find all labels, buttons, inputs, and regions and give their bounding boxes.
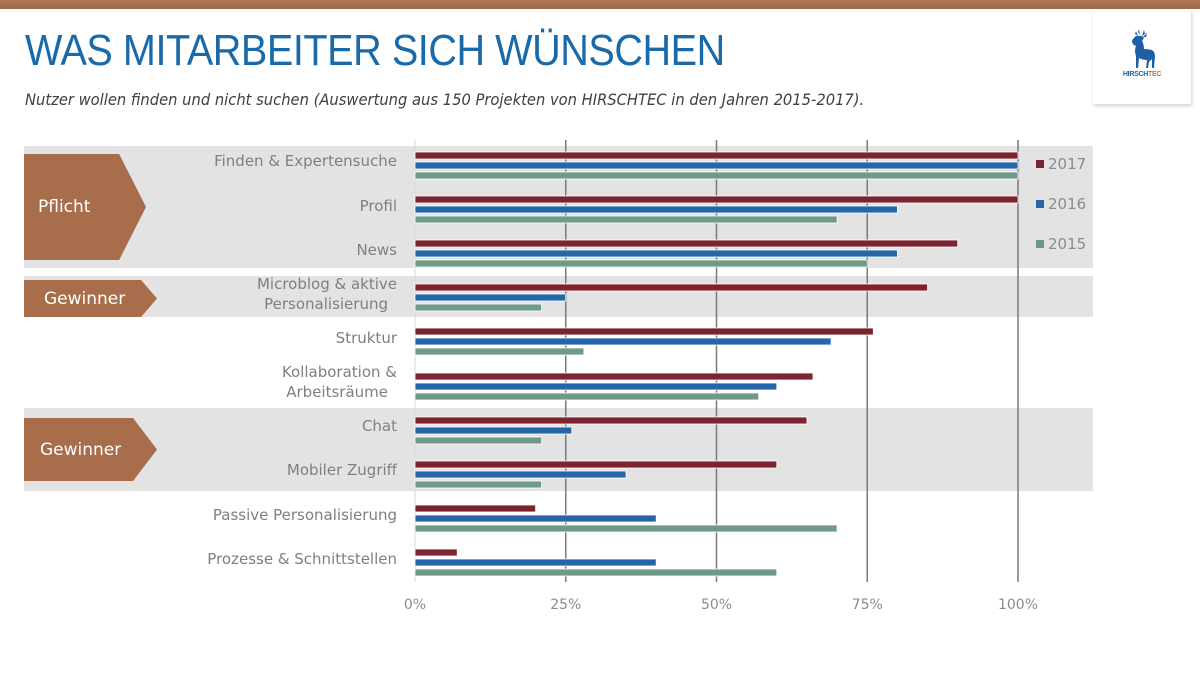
bar-2015 [414,303,543,312]
logo-wordmark: HIRSCHTEC [1093,71,1191,78]
legend-item-2015: 2015 [1036,235,1086,253]
bar-2016 [414,337,832,346]
logo-text-accent: TEC [1147,71,1162,78]
bar-2016 [414,426,573,435]
bar-2015 [414,524,838,533]
x-tick-label: 75% [852,597,883,613]
deer-icon [1132,29,1155,68]
bar-2017 [414,548,458,557]
legend-label: 2017 [1048,155,1087,173]
bar-2017 [414,504,536,513]
group-tag-label: Gewinner [40,439,122,460]
bar-2015 [414,171,1019,180]
category-label: Finden & Expertensuche [214,152,397,170]
bar-2017 [414,151,1019,160]
category-label: Profil [359,197,397,215]
bar-2016 [414,470,627,479]
x-tick-label: 100% [998,597,1038,613]
bar-2015 [414,480,543,489]
category-label-line: Microblog & aktive [256,275,397,293]
bar-2016 [414,514,657,523]
bar-2016 [414,293,567,302]
x-tick-label: 50% [701,597,732,613]
bar-2017 [414,416,808,425]
legend-label: 2016 [1048,195,1087,213]
category-label: Microblog & aktive Personalisierung [257,274,397,314]
bar-2017 [414,460,778,469]
bar-2016 [414,249,898,258]
group-tag-gewinner-2: Gewinner [24,418,157,481]
page-subtitle: Nutzer wollen finden und nicht suchen (A… [25,90,865,109]
x-tick-label: 0% [404,597,426,613]
legend-swatch [1036,240,1044,248]
legend-swatch [1036,200,1044,208]
bar-2016 [414,205,898,214]
category-label: News [356,241,397,259]
page-title: WAS MITARBEITER SICH WÜNSCHEN [25,26,725,75]
bar-2015 [414,347,585,356]
category-label: Kollaboration & Arbeitsräume [282,362,397,402]
legend-swatch [1036,160,1044,168]
category-label: Prozesse & Schnittstellen [207,550,397,568]
logo-text-main: HIRSCH [1122,71,1148,78]
company-logo: HIRSCHTEC [1093,9,1191,104]
bar-2015 [414,392,760,401]
legend-item-2016: 2016 [1036,195,1086,213]
bar-2015 [414,259,868,268]
category-label: Chat [361,417,397,435]
bar-2017 [414,327,874,336]
category-label-line: Kollaboration & [281,363,397,381]
top-accent-bar [0,0,1200,9]
group-tag-gewinner-1: Gewinner [24,280,157,317]
bar-2015 [414,436,543,445]
group-tag-pflicht: Pflicht [24,154,146,260]
category-label: Passive Personalisierung [212,506,397,524]
bar-2017 [414,195,1019,204]
bar-2015 [414,568,778,577]
bar-2015 [414,215,838,224]
bar-2016 [414,161,1019,170]
category-label: Struktur [335,329,397,347]
category-label: Mobiler Zugriff [286,461,397,479]
group-tag-label: Gewinner [44,288,126,309]
group-tag-label: Pflicht [38,197,91,217]
x-tick-label: 25% [550,597,581,613]
bar-2017 [414,283,928,292]
legend-item-2017: 2017 [1036,155,1086,173]
bar-2017 [414,372,814,381]
bar-2016 [414,382,778,391]
category-label-line: Arbeitsräume [286,383,388,401]
category-label-line: Personalisierung [264,295,388,313]
legend-label: 2015 [1048,235,1087,253]
bar-2016 [414,558,657,567]
bar-2017 [414,239,959,248]
